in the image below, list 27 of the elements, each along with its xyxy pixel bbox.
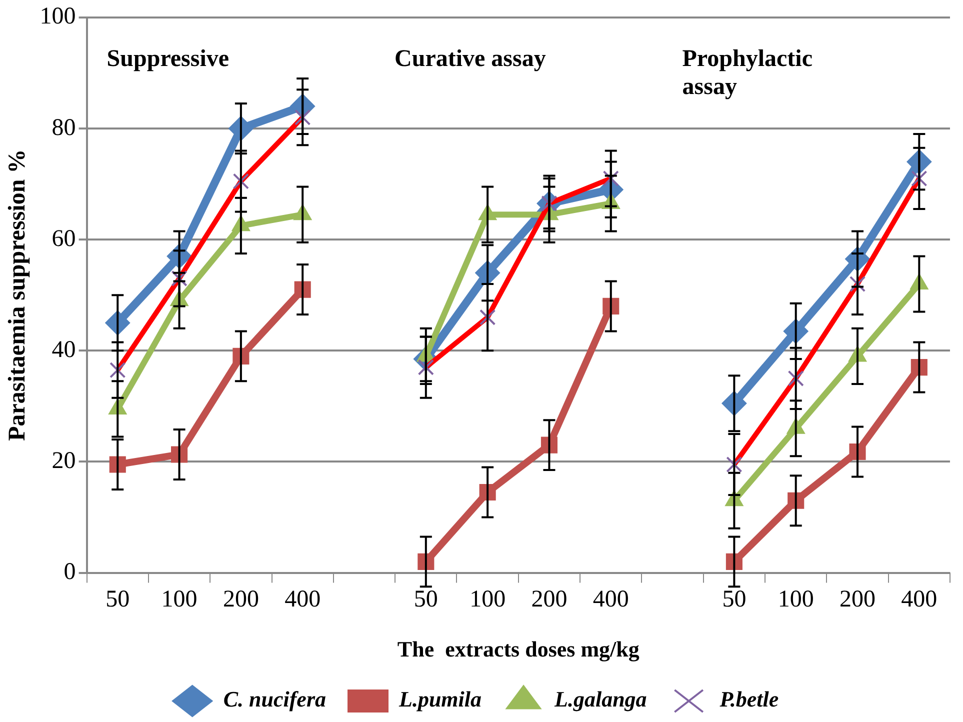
y-tick-label: 60 <box>52 226 76 252</box>
y-tick-label: 80 <box>52 114 76 141</box>
x-tick-label: 100 <box>161 586 198 612</box>
legend-label: L.galanga <box>554 686 647 712</box>
x-tick-label: 100 <box>778 586 814 612</box>
legend-label: C. nucifera <box>223 686 326 712</box>
x-tick-label: 50 <box>414 586 438 612</box>
annotation: Suppressive <box>106 45 230 74</box>
y-tick-label: 100 <box>40 4 76 30</box>
y-axis-title: Parasitaemia suppression % <box>4 149 31 441</box>
annotation: Prophylactic assay <box>682 45 814 102</box>
y-tick-label: 20 <box>52 448 76 474</box>
y-tick-label: 0 <box>64 559 76 586</box>
annotation: Curative assay <box>394 45 547 74</box>
x-tick-label: 400 <box>901 586 938 612</box>
x-tick-label: 200 <box>531 586 568 612</box>
legend-label: P.betle <box>718 686 779 712</box>
x-axis-title: The extracts doses mg/kg <box>397 636 640 662</box>
x-tick-label: 100 <box>470 586 506 612</box>
x-tick-label: 400 <box>592 586 629 612</box>
x-tick-label: 50 <box>106 586 130 612</box>
legend-label: L.pumila <box>398 686 482 712</box>
x-tick-label: 400 <box>284 586 321 612</box>
x-tick-label: 200 <box>222 586 259 612</box>
x-tick-label: 50 <box>722 586 746 612</box>
y-tick-label: 40 <box>52 336 76 363</box>
x-tick-label: 200 <box>840 586 876 612</box>
